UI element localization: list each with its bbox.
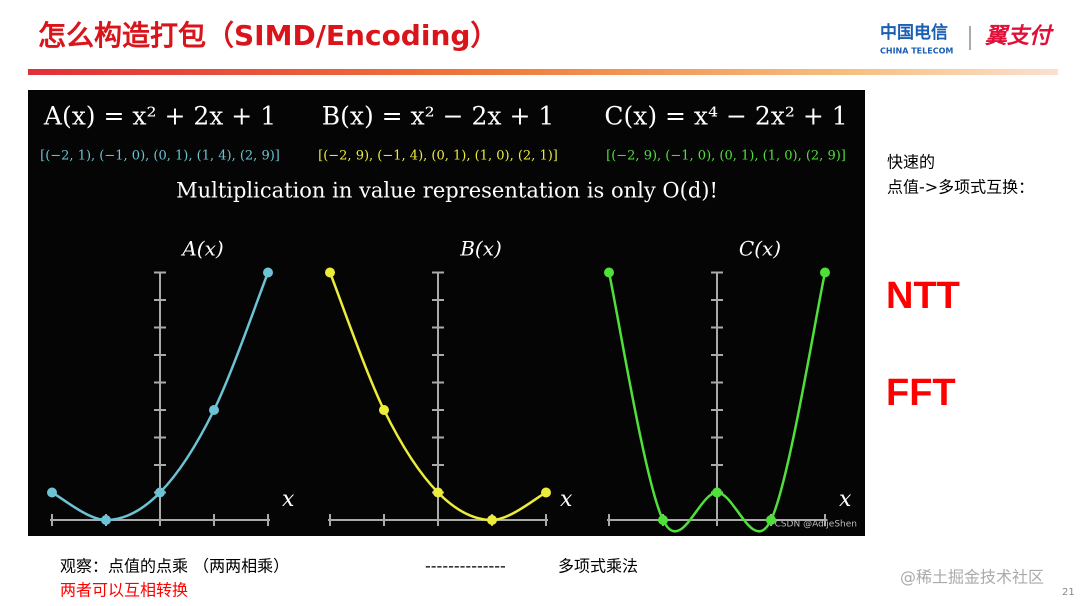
axis-label: x <box>839 487 852 512</box>
footer-text: 观察：点值的点乘 （两两相乘） <box>60 557 289 576</box>
logo-cn: 中国电信 <box>880 22 948 43</box>
points-label: [(−2, 9), (−1, 4), (0, 1), (1, 0), (2, 1… <box>318 149 558 164</box>
formula: C(x) = x⁴ − 2x² + 1 <box>604 102 847 131</box>
point <box>379 405 389 415</box>
figure-caption: Multiplication in value representation i… <box>176 179 718 203</box>
point <box>604 267 614 278</box>
axis-label: x <box>560 487 573 512</box>
fft-label: FFT <box>886 372 956 414</box>
point <box>712 487 722 498</box>
point <box>433 487 443 498</box>
formula: B(x) = x² − 2x + 1 <box>322 102 555 131</box>
page-number: 21 <box>1062 587 1075 598</box>
figure-watermark: CSDN @AdijeShen <box>775 520 857 530</box>
logo-en: CHINA TELECOM <box>880 47 953 56</box>
header-strip <box>28 69 1058 75</box>
point <box>766 515 776 525</box>
point <box>263 267 273 278</box>
plot-label: A(x) <box>180 237 223 261</box>
point <box>209 405 219 415</box>
slide-title: 怎么构造打包（SIMD/Encoding） <box>38 19 498 52</box>
formula: A(x) = x² + 2x + 1 <box>43 102 276 131</box>
point <box>820 267 830 278</box>
point <box>325 267 335 278</box>
curve <box>328 272 547 522</box>
footer-red: 两者可以互相转换 <box>60 581 188 600</box>
figure-panel <box>28 90 865 536</box>
point <box>658 515 668 525</box>
footer-watermark: @稀土掘金技术社区 <box>900 568 1044 587</box>
curve <box>51 272 270 522</box>
point <box>487 515 497 525</box>
side-text: 点值->多项式互换： <box>887 178 1034 197</box>
points-label: [(−2, 1), (−1, 0), (0, 1), (1, 4), (2, 9… <box>40 149 280 164</box>
point <box>155 487 165 498</box>
point <box>541 487 551 498</box>
point <box>101 515 111 525</box>
footer-text: 多项式乘法 <box>558 557 638 576</box>
points-label: [(−2, 9), (−1, 0), (0, 1), (1, 0), (2, 9… <box>606 149 846 164</box>
plot-label: B(x) <box>459 237 502 261</box>
plot-label: C(x) <box>739 237 781 261</box>
side-text: 快速的 <box>887 153 935 172</box>
axis-label: x <box>282 487 295 512</box>
point <box>47 487 57 498</box>
ntt-label: NTT <box>886 275 960 317</box>
footer-dashes: -------------- <box>425 557 506 576</box>
logo-brand: 翼支付 <box>984 24 1054 49</box>
